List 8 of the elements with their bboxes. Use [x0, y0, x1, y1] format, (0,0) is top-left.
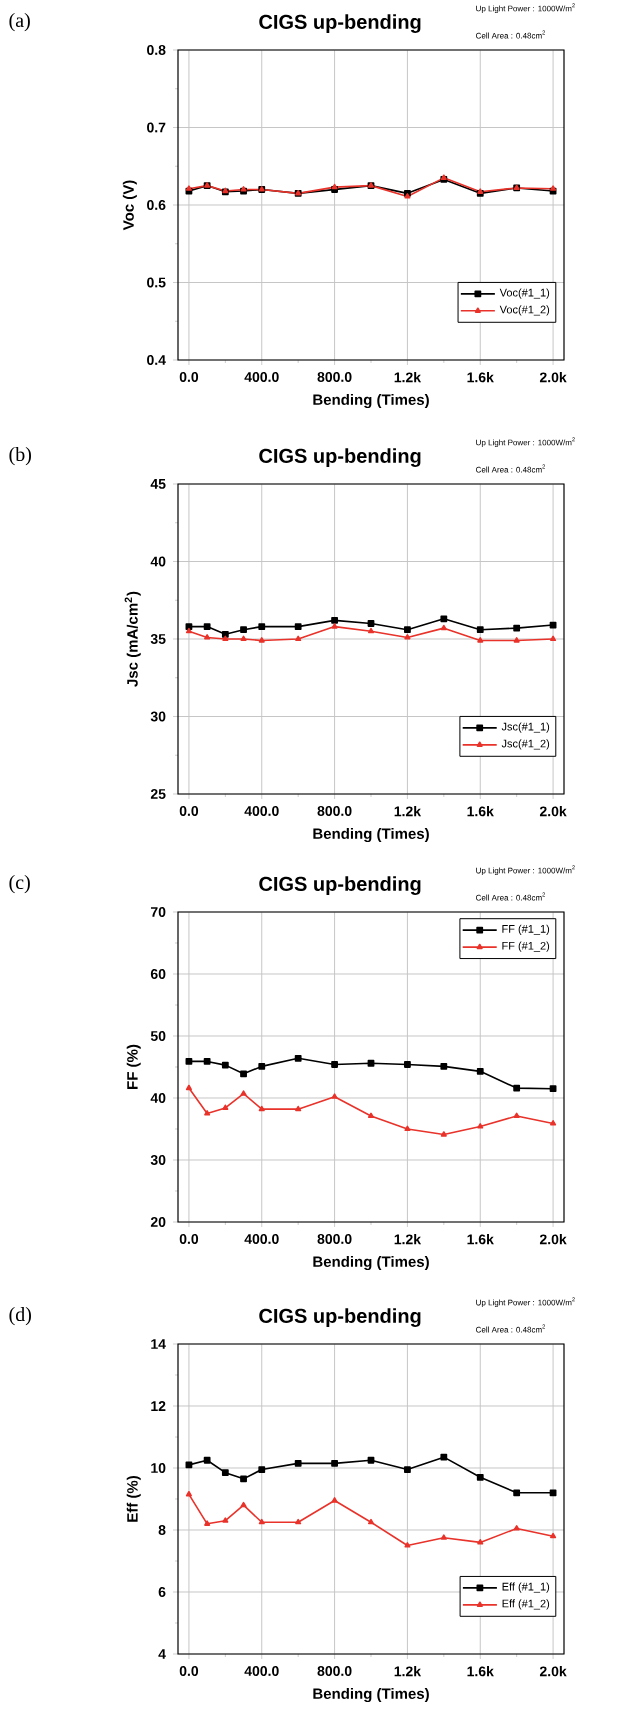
chart-title: CIGS up-bending [259, 1308, 421, 1328]
text: (d) [9, 1307, 31, 1326]
text: (b) [9, 447, 31, 466]
text: (a) [9, 13, 30, 32]
text: (c) [9, 875, 30, 894]
chart-title: CIGS up-bending [259, 876, 421, 896]
chart-title: CIGS up-bending [259, 448, 421, 468]
chart-title: CIGS up-bending [259, 14, 421, 33]
